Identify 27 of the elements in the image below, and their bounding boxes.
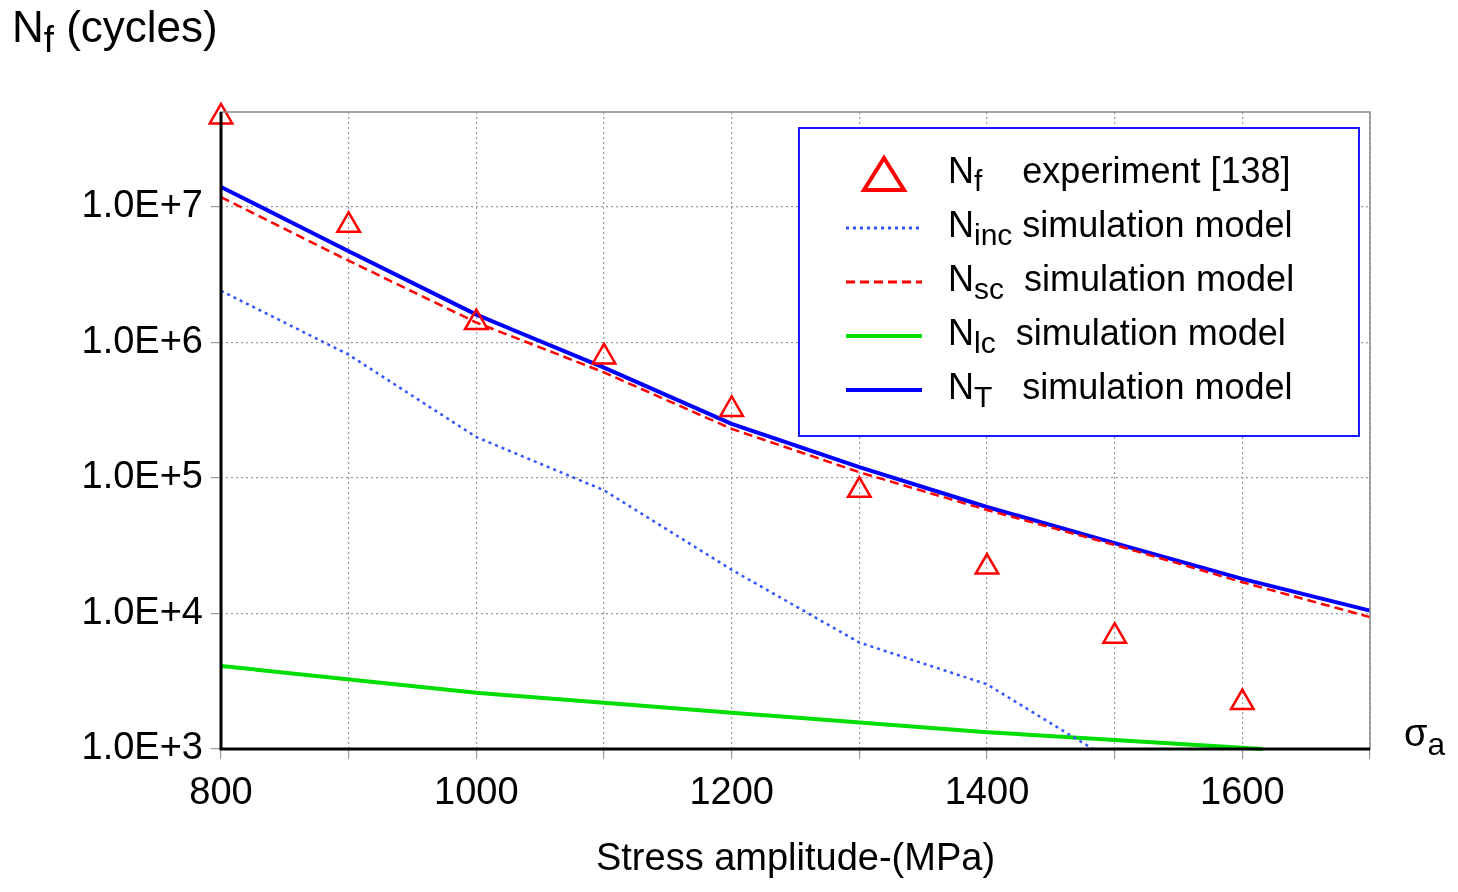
x-tick-label: 800 (189, 770, 253, 813)
text: σ$_{a}$ (1404, 712, 1446, 763)
point (591, 342, 617, 365)
point (1102, 621, 1128, 644)
point (208, 102, 234, 125)
point (719, 395, 745, 418)
point (1229, 688, 1255, 711)
point (336, 211, 362, 234)
y-axis-title: N$_{f}$ (cycles) (12, 2, 218, 61)
x-axis-title: Stress amplitude-(MPa) (594, 836, 997, 879)
x-tick-label: 1400 (944, 770, 1030, 813)
y-tick-label: 1.0E+4 (81, 589, 203, 632)
legend-label: N$_{lc}$ simulation model (948, 311, 1286, 361)
point (846, 476, 872, 499)
legend-label: N$_{T}$ simulation model (948, 365, 1293, 415)
x-tick-label: 1200 (689, 770, 774, 813)
y-tick-label: 1.0E+7 (81, 183, 203, 226)
y-tick-label: 1.0E+6 (81, 318, 203, 361)
y-tick-label: 1.0E+5 (81, 454, 203, 497)
x-tick-label: 1600 (1200, 770, 1285, 813)
point (974, 552, 1000, 575)
x-tick-label: 1000 (434, 770, 519, 813)
legend-label: N$_{inc}$ simulation model (948, 203, 1293, 253)
y-tick-label: 1.0E+3 (81, 725, 203, 768)
text: N$_{f}$ experiment [138] (948, 149, 1291, 198)
legend-label: N$_{sc}$ simulation model (948, 257, 1295, 307)
point (463, 308, 489, 331)
